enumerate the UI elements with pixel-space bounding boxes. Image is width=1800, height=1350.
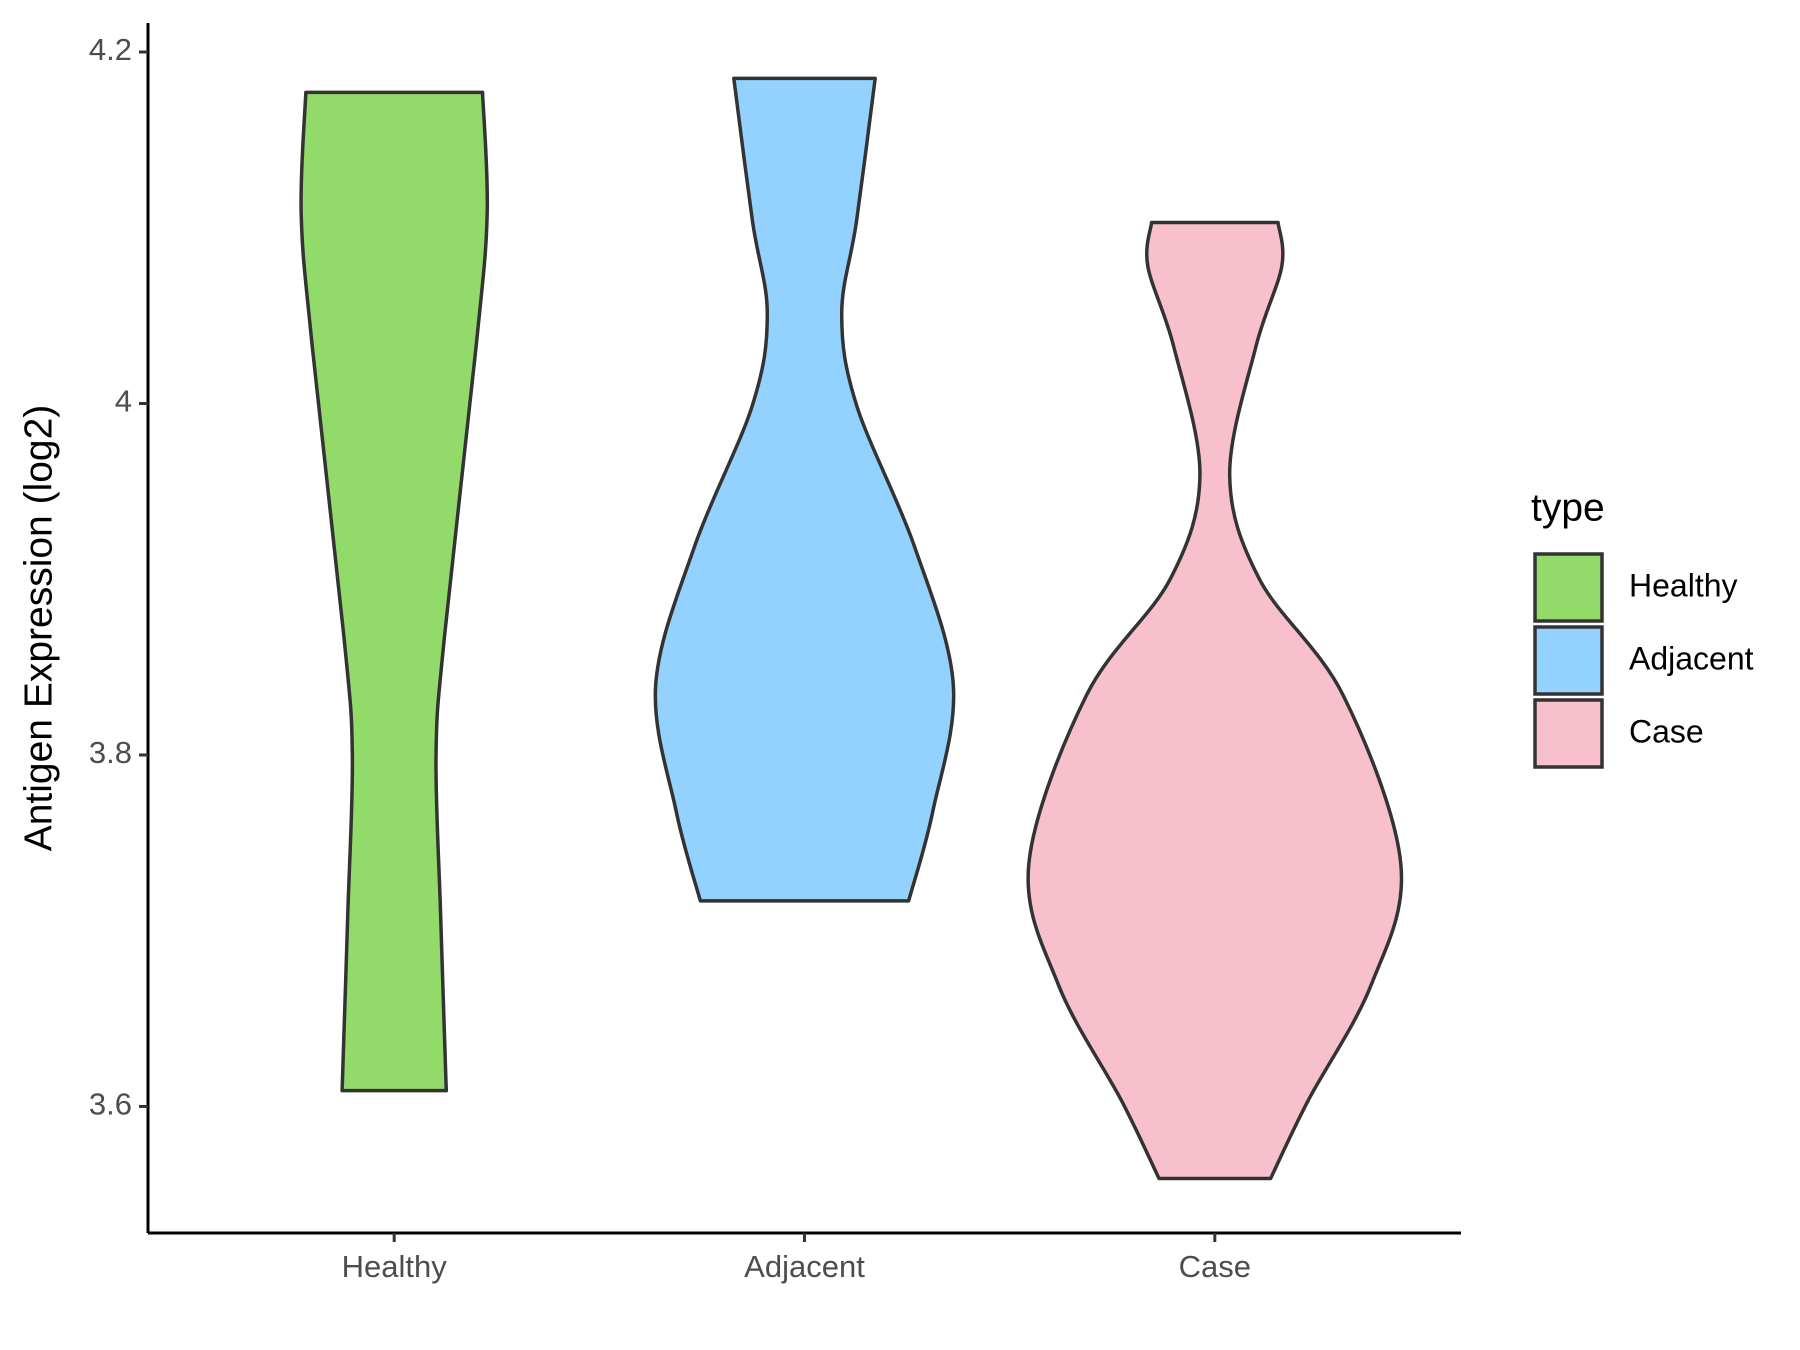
- y-tick-label: 4.2: [89, 32, 132, 67]
- x-tick-label: Healthy: [342, 1249, 448, 1284]
- legend-label: Healthy: [1629, 567, 1738, 603]
- x-tick-label: Case: [1179, 1249, 1251, 1284]
- violin: [299, 90, 490, 1093]
- legend-label: Case: [1629, 713, 1704, 749]
- legend-key: [1533, 698, 1604, 769]
- legend-label: Adjacent: [1629, 640, 1754, 676]
- legend-title: type: [1531, 486, 1605, 529]
- y-tick-label: 3.6: [89, 1087, 132, 1122]
- legend-key: [1533, 552, 1604, 623]
- y-axis-title: Antigen Expression (log2): [17, 405, 60, 852]
- legend-key: [1533, 625, 1604, 696]
- violin: [1026, 220, 1404, 1181]
- y-tick-label: 3.8: [89, 735, 132, 770]
- y-tick-label: 4: [115, 384, 132, 419]
- x-tick-label: Adjacent: [744, 1249, 865, 1284]
- violin: [653, 76, 956, 903]
